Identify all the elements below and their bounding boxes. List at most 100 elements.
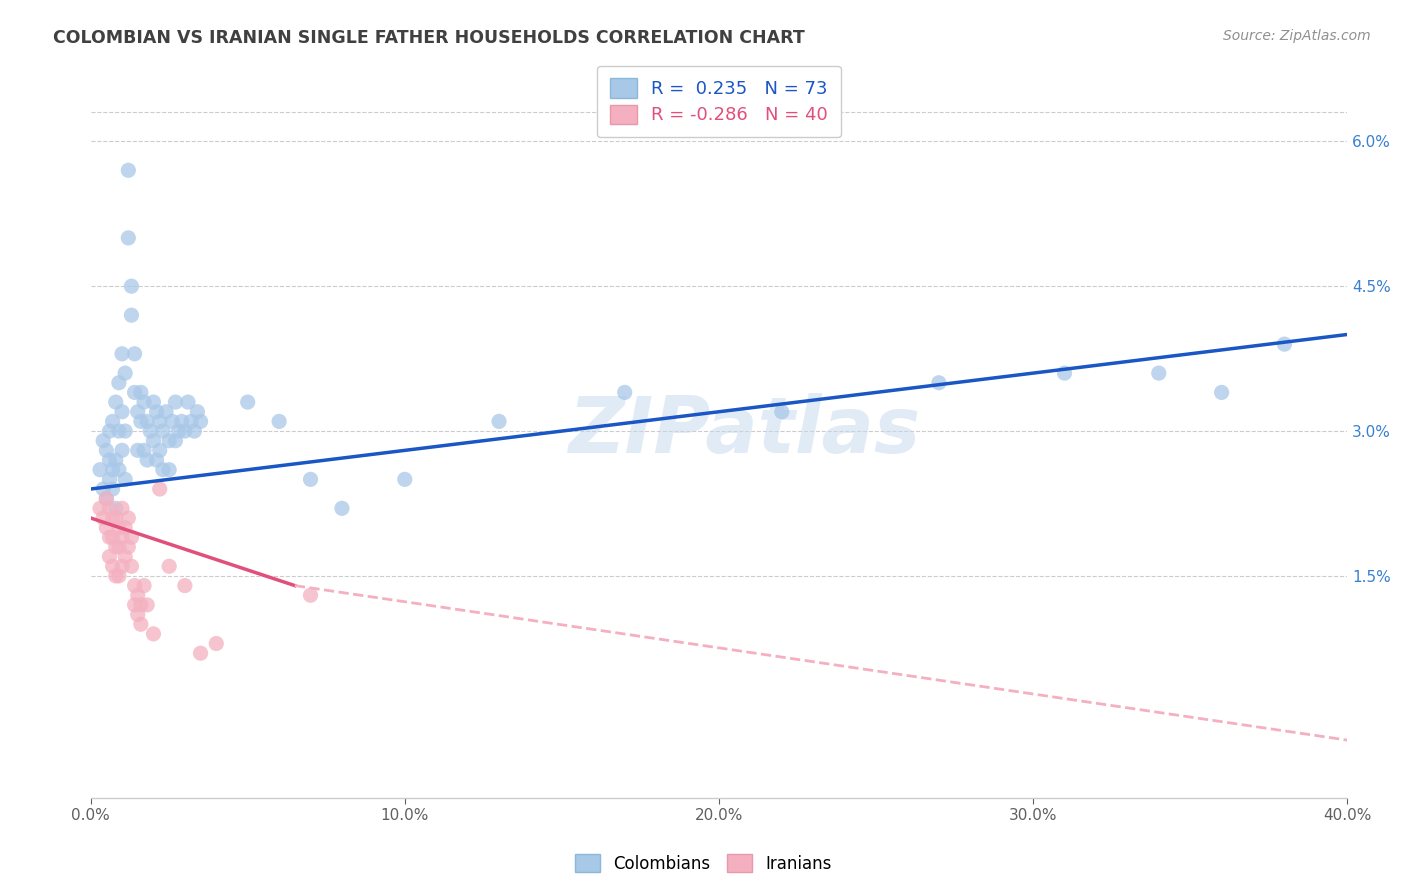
Point [117, 231, 139, 245]
Point [108, 424, 131, 438]
Point [108, 569, 131, 583]
Point [1211, 385, 1233, 400]
Point [104, 540, 127, 554]
Point [162, 414, 184, 428]
Point [108, 540, 131, 554]
Point [91, 511, 114, 525]
Point [120, 279, 142, 293]
Point [127, 588, 149, 602]
Point [101, 559, 124, 574]
Point [157, 434, 180, 448]
Point [108, 521, 131, 535]
Point [124, 578, 146, 592]
Point [142, 395, 165, 409]
Point [136, 598, 159, 612]
Point [139, 424, 162, 438]
Point [770, 405, 793, 419]
Point [114, 472, 136, 486]
Point [120, 559, 142, 574]
Point [132, 443, 155, 458]
Point [170, 414, 193, 428]
Point [127, 405, 149, 419]
Point [165, 395, 187, 409]
Point [91, 434, 114, 448]
Point [129, 414, 152, 428]
Point [136, 414, 159, 428]
Point [145, 405, 167, 419]
Point [180, 414, 202, 428]
Point [129, 617, 152, 632]
Point [111, 347, 134, 361]
Point [114, 549, 136, 564]
Point [120, 308, 142, 322]
Point [91, 482, 114, 496]
Point [101, 414, 124, 428]
Point [96, 491, 118, 506]
Point [101, 463, 124, 477]
Point [98, 453, 121, 467]
Point [299, 588, 322, 602]
Point [173, 578, 195, 592]
Point [613, 385, 636, 400]
Point [114, 424, 136, 438]
Point [96, 443, 118, 458]
Point [96, 521, 118, 535]
Point [108, 463, 131, 477]
Point [145, 453, 167, 467]
Point [117, 540, 139, 554]
Point [928, 376, 950, 390]
Point [152, 424, 174, 438]
Point [1274, 337, 1296, 351]
Legend: Colombians, Iranians: Colombians, Iranians [568, 847, 838, 880]
Point [142, 434, 165, 448]
Point [104, 395, 127, 409]
Point [117, 163, 139, 178]
Point [120, 530, 142, 544]
Point [488, 414, 510, 428]
Point [269, 414, 291, 428]
Point [124, 347, 146, 361]
Point [190, 414, 212, 428]
Point [111, 559, 134, 574]
Point [114, 366, 136, 380]
Point [330, 501, 353, 516]
Point [89, 463, 111, 477]
Point [101, 530, 124, 544]
Point [165, 434, 187, 448]
Point [155, 405, 177, 419]
Point [142, 627, 165, 641]
Legend: R =  0.235   N = 73, R = -0.286   N = 40: R = 0.235 N = 73, R = -0.286 N = 40 [598, 66, 841, 137]
Point [104, 453, 127, 467]
Point [98, 549, 121, 564]
Text: ZIPatlas: ZIPatlas [568, 393, 920, 469]
Point [111, 405, 134, 419]
Point [157, 559, 180, 574]
Point [111, 530, 134, 544]
Point [104, 511, 127, 525]
Point [1053, 366, 1076, 380]
Point [136, 453, 159, 467]
Point [186, 405, 208, 419]
Point [167, 424, 190, 438]
Point [98, 472, 121, 486]
Point [152, 463, 174, 477]
Point [124, 598, 146, 612]
Point [149, 443, 172, 458]
Text: COLOMBIAN VS IRANIAN SINGLE FATHER HOUSEHOLDS CORRELATION CHART: COLOMBIAN VS IRANIAN SINGLE FATHER HOUSE… [53, 29, 806, 46]
Point [117, 511, 139, 525]
Point [101, 511, 124, 525]
Point [177, 395, 200, 409]
Point [236, 395, 259, 409]
Point [299, 472, 322, 486]
Point [124, 385, 146, 400]
Point [104, 569, 127, 583]
Point [132, 395, 155, 409]
Point [394, 472, 416, 486]
Point [205, 636, 228, 650]
Point [132, 578, 155, 592]
Point [114, 521, 136, 535]
Point [96, 491, 118, 506]
Point [149, 482, 172, 496]
Point [98, 501, 121, 516]
Point [98, 530, 121, 544]
